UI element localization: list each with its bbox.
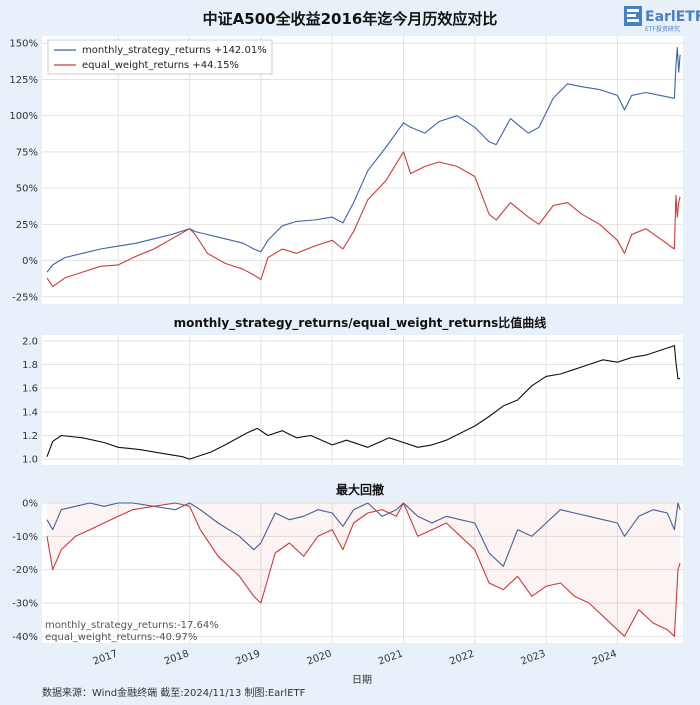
y-tick-labels: -25% 0% 25% 50% 75% 100% 125% 150% xyxy=(9,39,38,304)
monthly-strategy-returns-line xyxy=(46,47,681,273)
footer-source: 数据来源：Wind金融终端 截至:2024/11/13 制图:EarlETF xyxy=(42,686,306,699)
x-axis-label: 日期 xyxy=(352,674,372,686)
y-tick-label: 1.0 xyxy=(22,455,38,466)
series-lines xyxy=(46,502,681,637)
drawdown-panel-title: 最大回撤 xyxy=(336,482,384,497)
y-tick-label: 0% xyxy=(22,256,38,267)
x-tick-label: 2021 xyxy=(377,648,405,667)
y-tick-label: 50% xyxy=(16,184,38,195)
y-tick-label: 75% xyxy=(16,147,38,158)
y-tick-label: 150% xyxy=(9,39,38,50)
drawdown-note-strategy: monthly_strategy_returns:-17.64% xyxy=(45,620,219,631)
legend-strategy: monthly_strategy_returns +142.01% xyxy=(82,45,267,56)
x-tick-label: 2019 xyxy=(234,648,262,667)
grid-lines xyxy=(42,36,683,304)
series-lines xyxy=(46,345,681,460)
y-tick-label: 2.0 xyxy=(22,336,38,347)
y-tick-label: 0% xyxy=(22,499,38,510)
ratio-panel-title: monthly_strategy_returns/equal_weight_re… xyxy=(174,315,547,331)
ratio-panel: 1.0 1.2 1.4 1.6 1.8 2.0 xyxy=(22,335,683,466)
y-tick-label: 1.6 xyxy=(22,384,38,395)
y-tick-label: 25% xyxy=(16,220,38,231)
y-tick-label: 1.8 xyxy=(22,360,38,371)
y-tick-label: -10% xyxy=(12,532,38,543)
equal-weight-returns-line xyxy=(46,151,681,288)
x-tick-label: 2018 xyxy=(163,648,191,667)
grid-lines xyxy=(42,502,683,643)
cumulative-returns-panel: -25% 0% 25% 50% 75% 100% 125% 150% monthly_stra… xyxy=(9,36,683,304)
x-tick-label: 2020 xyxy=(306,648,334,667)
y-tick-label: 1.2 xyxy=(22,431,38,442)
drawdown-note-equal: equal_weight_returns:-40.97% xyxy=(45,632,197,643)
y-tick-label: -25% xyxy=(12,292,38,303)
series-lines xyxy=(46,47,681,288)
x-tick-label: 2017 xyxy=(92,648,120,667)
ratio-line xyxy=(46,345,681,460)
x-tick-label: 2024 xyxy=(591,648,619,667)
y-tick-label: 1.4 xyxy=(22,407,38,418)
equal-weight-returns-line xyxy=(46,502,681,637)
y-tick-label: 125% xyxy=(9,75,38,86)
y-tick-label: -20% xyxy=(12,565,38,576)
x-tick-labels: 2017 2018 2019 2020 2021 2022 2023 2024 xyxy=(92,648,619,667)
y-tick-labels: 0% -10% -20% -30% -40% xyxy=(12,499,38,643)
grid-lines xyxy=(42,335,683,465)
y-tick-label: -40% xyxy=(12,632,38,643)
logo-subtext: ETF投资研究 xyxy=(645,25,680,33)
y-tick-label: 100% xyxy=(9,111,38,122)
earletf-logo: EarlETF ETF投资研究 xyxy=(624,6,700,33)
x-tick-label: 2022 xyxy=(448,648,476,667)
y-tick-labels: 1.0 1.2 1.4 1.6 1.8 2.0 xyxy=(22,336,38,465)
figure-title: 中证A500全收益2016年迄今月历效应对比 xyxy=(203,10,498,28)
legend-equal: equal_weight_returns +44.15% xyxy=(82,60,239,71)
y-tick-label: -30% xyxy=(12,599,38,610)
logo-text: EarlETF xyxy=(645,9,700,25)
legend: monthly_strategy_returns +142.01% equal_… xyxy=(47,39,273,75)
x-tick-label: 2023 xyxy=(519,648,547,667)
drawdown-panel: 0% -10% -20% -30% -40% monthly_strategy_retu… xyxy=(12,499,683,643)
